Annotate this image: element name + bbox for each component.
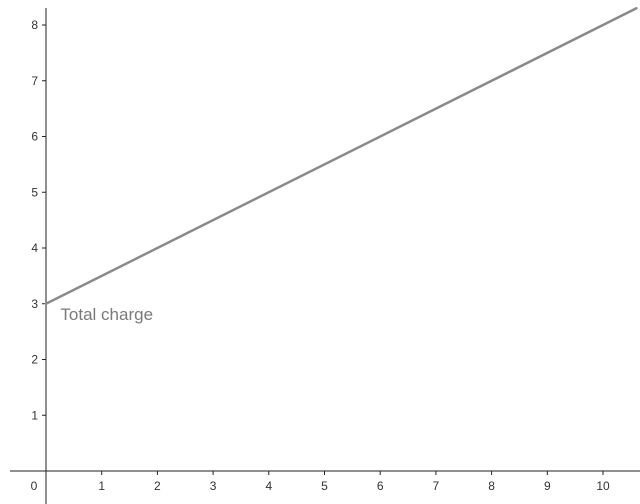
series-line: [44, 7, 638, 305]
line-annotation-label: Total charge: [60, 305, 153, 324]
y-tick-label: 1: [31, 408, 38, 422]
series-group: [44, 7, 638, 305]
origin-label: 0: [31, 479, 38, 493]
x-tick-label: 3: [210, 479, 217, 493]
y-tick-label: 3: [31, 297, 38, 311]
y-tick-label: 2: [31, 353, 38, 367]
annotations-group: Total charge: [60, 305, 153, 324]
y-tick-label: 7: [31, 74, 38, 88]
y-tick-label: 8: [31, 18, 38, 32]
ticks-group: 1 2 3 4 5 6 7 8 9 10 1 2 3 4 5 6 7 8 0: [31, 18, 610, 493]
x-tick-label: 6: [377, 479, 384, 493]
y-tick-label: 5: [31, 185, 38, 199]
x-tick-label: 8: [488, 479, 495, 493]
y-tick-label: 6: [31, 130, 38, 144]
x-tick-label: 4: [265, 479, 272, 493]
x-tick-label: 2: [154, 479, 161, 493]
x-tick-label: 9: [544, 479, 551, 493]
axes-group: [10, 8, 640, 504]
x-tick-label: 1: [98, 479, 105, 493]
x-tick-label: 5: [321, 479, 328, 493]
x-tick-label: 7: [433, 479, 440, 493]
x-tick-label: 10: [596, 479, 610, 493]
y-tick-label: 4: [31, 241, 38, 255]
